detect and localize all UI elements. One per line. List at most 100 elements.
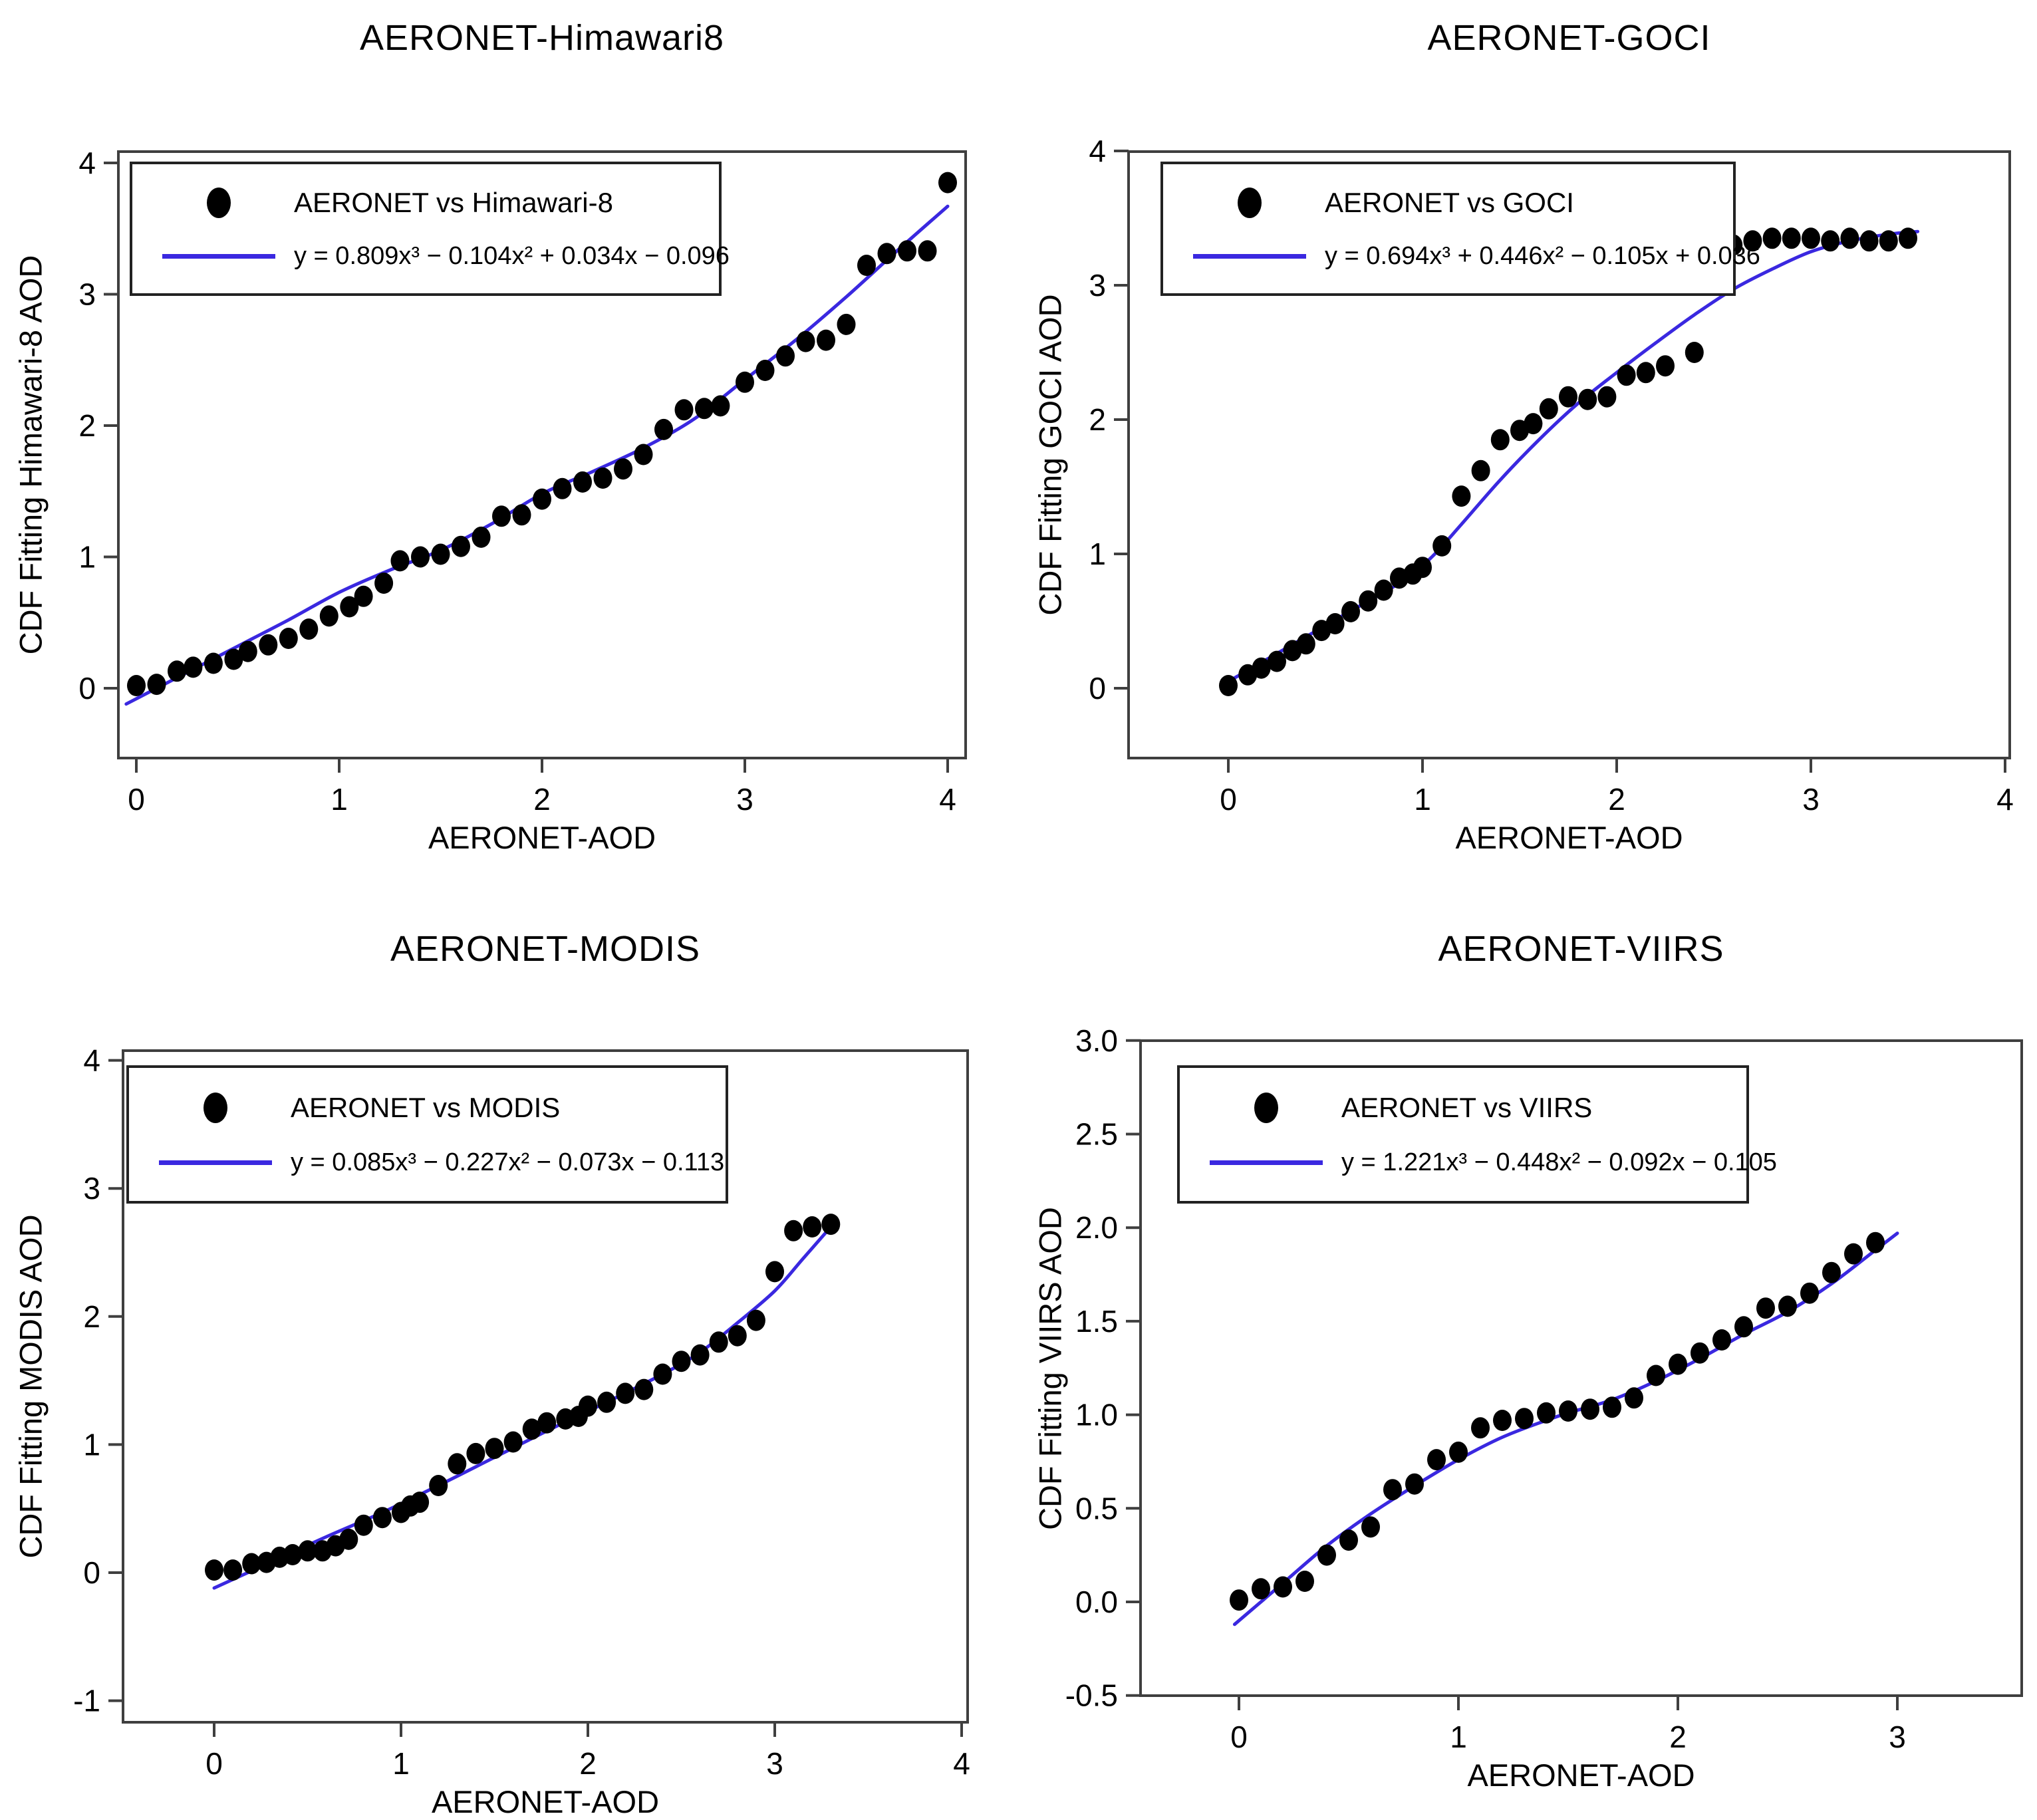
scatter-point bbox=[672, 1351, 691, 1372]
y-tick-label: 3 bbox=[1089, 268, 1106, 303]
scatter-point bbox=[1341, 600, 1360, 622]
legend: AERONET vs VIIRS y = 1.221x³ − 0.448x² −… bbox=[1177, 1065, 1777, 1204]
scatter-point bbox=[147, 674, 166, 696]
x-tick-label: 1 bbox=[1450, 1720, 1467, 1754]
scatter-point bbox=[1537, 1402, 1556, 1424]
scatter-point bbox=[1524, 413, 1543, 435]
scatter-point bbox=[709, 1331, 728, 1353]
scatter-point bbox=[1361, 1516, 1380, 1538]
y-tick-label: 2 bbox=[1089, 402, 1106, 437]
scatter-point bbox=[1219, 675, 1238, 696]
scatter-point bbox=[837, 313, 856, 335]
panel-aeronet-himawari8: AERONET-Himawari8 CDF Fitting Himawari-8… bbox=[0, 0, 1018, 902]
fit-line bbox=[212, 1225, 833, 1590]
scatter-point bbox=[354, 1514, 373, 1536]
legend-point-icon bbox=[162, 188, 275, 219]
scatter-point bbox=[339, 1528, 358, 1550]
scatter-point bbox=[512, 504, 531, 526]
scatter-point bbox=[1295, 1571, 1314, 1592]
x-axis-label: AERONET-AOD bbox=[431, 1784, 660, 1819]
scatter-point bbox=[1859, 230, 1879, 252]
scatter-point bbox=[1603, 1396, 1621, 1418]
scatter-point bbox=[1296, 633, 1315, 655]
fit-line bbox=[1232, 1232, 1899, 1626]
legend: AERONET vs GOCI y = 0.694x³ + 0.446x² − … bbox=[1160, 162, 1760, 296]
scatter-point bbox=[1685, 342, 1704, 363]
scatter-point bbox=[573, 471, 592, 493]
x-axis-label: AERONET-AOD bbox=[428, 820, 656, 855]
legend-line-icon bbox=[162, 253, 275, 259]
legend-row-fit: y = 0.694x³ + 0.446x² − 0.105x + 0.036 bbox=[1163, 242, 1760, 271]
chart-title: AERONET-GOCI bbox=[1427, 18, 1711, 58]
scatter-point bbox=[1778, 1295, 1797, 1317]
scatter-point bbox=[857, 255, 876, 276]
scatter-point bbox=[298, 1540, 317, 1562]
scatter-point bbox=[1899, 227, 1917, 249]
scatter-point bbox=[746, 1309, 765, 1331]
plot-area: 0 1 2 3 4 -1 0 1 2 3 4 bbox=[73, 1043, 970, 1781]
scatter-point bbox=[938, 172, 957, 194]
scatter-point bbox=[1822, 1261, 1841, 1283]
legend-series-label: AERONET vs VIIRS bbox=[1341, 1092, 1593, 1124]
x-tick-label: 0 bbox=[128, 782, 145, 817]
y-tick-label: 0.5 bbox=[1075, 1491, 1118, 1525]
scatter-point bbox=[1230, 1589, 1248, 1611]
scatter-point bbox=[204, 652, 223, 674]
scatter-point bbox=[537, 1412, 557, 1434]
scatter-point bbox=[1712, 1329, 1731, 1351]
y-tick-label: 3 bbox=[78, 277, 96, 312]
y-tick-label: 2 bbox=[78, 408, 96, 443]
scatter-point bbox=[1625, 1387, 1643, 1409]
y-tick-label: 4 bbox=[83, 1043, 100, 1078]
scatter-point bbox=[695, 398, 714, 420]
chart-title: AERONET-MODIS bbox=[390, 929, 701, 969]
legend-line-icon bbox=[1193, 253, 1306, 259]
scatter-point bbox=[299, 618, 319, 640]
scatter-point bbox=[485, 1438, 504, 1460]
scatter-point bbox=[784, 1220, 803, 1241]
x-tick-label: 0 bbox=[1230, 1720, 1248, 1754]
scatter-point bbox=[429, 1475, 448, 1496]
legend-fit-equation: y = 0.809x³ − 0.104x² + 0.034x − 0.096 bbox=[294, 241, 730, 270]
legend-series-label: AERONET vs MODIS bbox=[291, 1092, 561, 1124]
scatter-point bbox=[1383, 1479, 1402, 1501]
plot-area: 0 1 2 3 -0.5 0.0 0.5 1.0 1.5 2.0 2.5 3.0 bbox=[1065, 1023, 2023, 1754]
scatter-point bbox=[1844, 1243, 1863, 1265]
x-tick-label: 4 bbox=[1996, 782, 2014, 817]
scatter-point bbox=[1647, 1365, 1665, 1386]
scatter-point bbox=[283, 1544, 302, 1565]
y-tick-label: 1 bbox=[83, 1427, 100, 1462]
scatter-point bbox=[1493, 1410, 1512, 1431]
scatter-point bbox=[1743, 230, 1762, 252]
scatter-point bbox=[898, 240, 916, 262]
scatter-point bbox=[1539, 398, 1558, 420]
scatter-point bbox=[503, 1431, 523, 1453]
scatter-point bbox=[1762, 227, 1782, 249]
scatter-point bbox=[1636, 362, 1655, 384]
y-tick-label: -0.5 bbox=[1065, 1678, 1118, 1713]
legend-row-series: AERONET vs MODIS bbox=[129, 1092, 726, 1124]
scatter-point bbox=[736, 371, 754, 393]
scatter-point bbox=[472, 526, 491, 548]
scatter-point bbox=[1274, 1576, 1292, 1598]
x-tick-label: 1 bbox=[392, 1746, 410, 1781]
scatter-point bbox=[1427, 1449, 1446, 1471]
scatter-point bbox=[533, 488, 551, 510]
x-tick-label: 4 bbox=[939, 782, 956, 817]
scatter-point bbox=[492, 505, 511, 527]
y-tick-label: 1.5 bbox=[1075, 1304, 1118, 1339]
y-tick-label: 1 bbox=[78, 540, 96, 575]
scatter-point bbox=[279, 628, 298, 649]
y-tick-label: 3.0 bbox=[1075, 1023, 1118, 1058]
scatter-point bbox=[1471, 459, 1490, 481]
scatter-point bbox=[728, 1325, 747, 1347]
scatter-point bbox=[1432, 535, 1452, 557]
scatter-point bbox=[390, 550, 410, 572]
scatter-point bbox=[1802, 227, 1820, 249]
scatter-point bbox=[1471, 1417, 1490, 1439]
x-tick-label: 3 bbox=[1889, 1720, 1906, 1754]
legend-row-series: AERONET vs VIIRS bbox=[1180, 1092, 1746, 1124]
scatter-point bbox=[372, 1507, 392, 1529]
scatter-point bbox=[616, 1382, 635, 1404]
